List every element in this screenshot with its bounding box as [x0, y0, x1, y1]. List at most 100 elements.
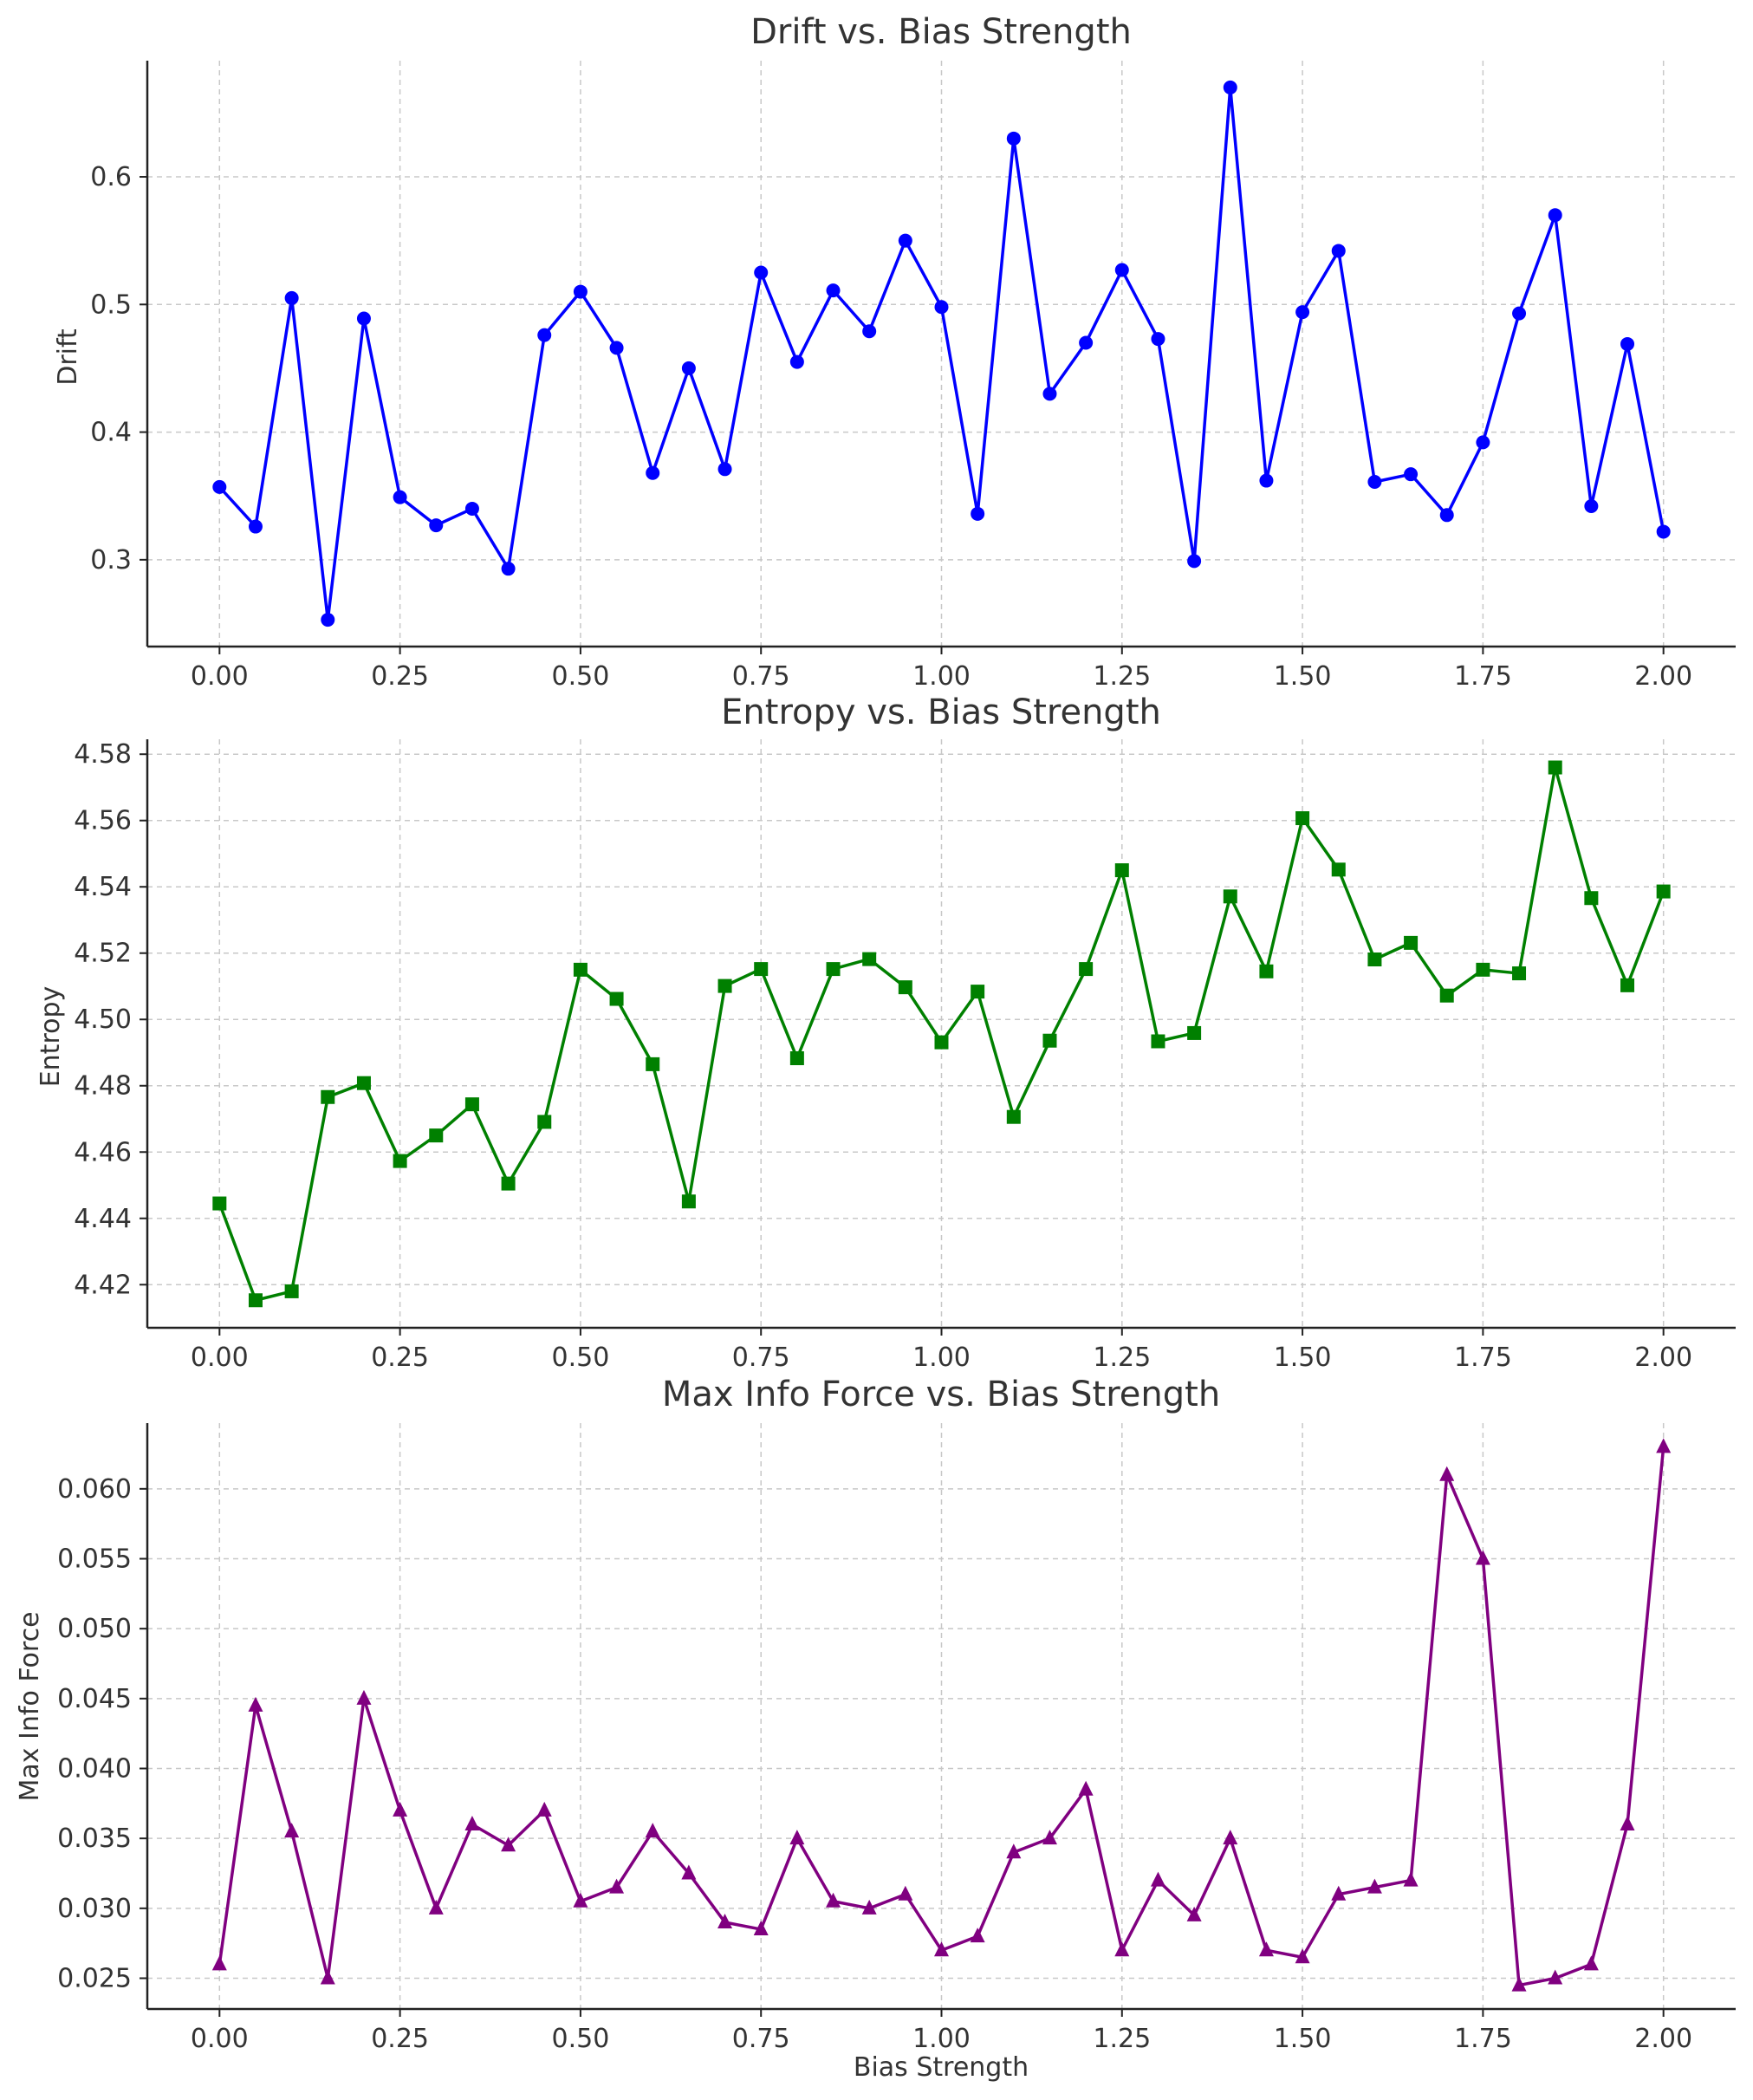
data-point: [1404, 467, 1419, 482]
data-point: [1331, 862, 1346, 877]
y-tick-label: 0.045: [57, 1684, 132, 1714]
data-point: [1223, 889, 1237, 904]
chart-title: Entropy vs. Bias Strength: [721, 692, 1161, 732]
data-point: [609, 341, 624, 355]
data-point: [1042, 1830, 1057, 1845]
x-tick-label: 0.50: [552, 661, 610, 692]
data-point: [248, 519, 263, 534]
x-tick-label: 0.25: [371, 2024, 429, 2054]
data-point: [1584, 891, 1599, 906]
x-tick-label: 0.25: [371, 1343, 429, 1373]
y-tick-label: 0.040: [57, 1754, 132, 1785]
y-tick-label: 4.44: [74, 1204, 132, 1234]
x-tick-label: 1.50: [1274, 2024, 1332, 2054]
data-point: [971, 506, 985, 521]
data-point: [1259, 964, 1274, 978]
y-tick-label: 4.52: [74, 939, 132, 969]
data-point: [320, 1969, 335, 1985]
data-point: [970, 1928, 985, 1943]
data-point: [211, 1955, 227, 1971]
data-point: [754, 962, 769, 977]
data-point: [1512, 966, 1527, 981]
x-tick-label: 2.00: [1634, 2024, 1692, 2054]
data-point: [1079, 962, 1094, 977]
data-point: [789, 1830, 805, 1845]
data-point: [1078, 1780, 1094, 1796]
data-point: [429, 518, 444, 533]
data-point: [1295, 811, 1310, 826]
y-axis-label: Drift: [53, 328, 83, 386]
x-axis-label: Bias Strength: [854, 2052, 1029, 2083]
data-point: [1331, 1885, 1347, 1901]
y-tick-label: 0.055: [57, 1544, 132, 1574]
y-tick-label: 4.56: [74, 806, 132, 836]
data-point: [1151, 332, 1165, 347]
data-point: [1583, 1955, 1599, 1971]
data-point: [1439, 1466, 1455, 1481]
x-tick-label: 1.75: [1454, 1343, 1512, 1373]
x-tick-label: 1.50: [1274, 661, 1332, 692]
y-tick-label: 0.030: [57, 1894, 132, 1924]
data-point: [1656, 1438, 1672, 1453]
data-point: [1476, 435, 1490, 450]
data-point: [573, 284, 588, 299]
data-point: [464, 1097, 479, 1112]
data-point: [501, 562, 516, 576]
x-tick-label: 1.25: [1093, 661, 1151, 692]
data-point: [1295, 1948, 1310, 1964]
data-point: [393, 490, 407, 504]
x-tick-label: 0.75: [732, 1343, 790, 1373]
data-point: [1186, 1906, 1202, 1921]
data-point: [1620, 1816, 1635, 1831]
x-tick-label: 0.00: [191, 661, 249, 692]
data-point: [1151, 1034, 1165, 1049]
data-point: [1367, 1878, 1382, 1894]
y-tick-label: 4.46: [74, 1137, 132, 1167]
data-point: [1439, 508, 1454, 523]
data-point: [1512, 306, 1527, 321]
data-point: [1620, 978, 1635, 992]
data-point: [537, 328, 552, 342]
data-point: [1187, 554, 1202, 569]
x-tick-label: 0.00: [191, 2024, 249, 2054]
entropy-plot-area: 0.00 0.25 0.50 0.75 1.00 1.25 1.50 1.75 2.00 4.42…: [74, 739, 1736, 1373]
data-point: [284, 1823, 300, 1838]
drift-chart: Drift vs. Bias Strength Drift 0.00 0.25 0.…: [53, 12, 1736, 692]
data-point: [284, 290, 299, 305]
data-point: [646, 465, 660, 480]
data-point: [898, 980, 912, 995]
data-point: [356, 1076, 371, 1090]
data-point: [284, 1284, 299, 1298]
data-point: [898, 1885, 913, 1901]
data-point: [934, 1941, 949, 1957]
data-point: [248, 1293, 263, 1308]
data-point: [1114, 1941, 1130, 1957]
data-point: [1006, 1843, 1022, 1859]
x-tick-label: 0.75: [732, 2024, 790, 2054]
data-point: [1656, 524, 1671, 539]
data-point: [536, 1801, 552, 1817]
x-tick-label: 1.00: [912, 661, 971, 692]
data-point: [789, 1050, 804, 1065]
data-point: [1223, 1830, 1238, 1845]
data-point: [321, 1089, 335, 1104]
drift-plot-area: 0.00 0.25 0.50 0.75 1.00 1.25 1.50 1.75 2.00 0.3 0…: [90, 61, 1736, 692]
y-tick-label: 0.3: [90, 545, 132, 575]
y-tick-label: 4.58: [74, 739, 132, 770]
x-tick-label: 1.50: [1274, 1343, 1332, 1373]
data-point: [393, 1154, 407, 1168]
data-point: [971, 985, 985, 999]
data-point: [1295, 305, 1310, 320]
data-point: [464, 501, 479, 516]
data-point: [934, 1035, 949, 1050]
data-point: [1042, 1033, 1057, 1048]
data-point: [1006, 1109, 1021, 1124]
data-point: [826, 283, 841, 298]
data-point: [212, 479, 227, 494]
data-point: [212, 1196, 227, 1211]
y-tick-label: 0.060: [57, 1474, 132, 1505]
x-tick-label: 0.75: [732, 661, 790, 692]
data-point: [1223, 80, 1237, 94]
data-point: [1476, 962, 1490, 977]
